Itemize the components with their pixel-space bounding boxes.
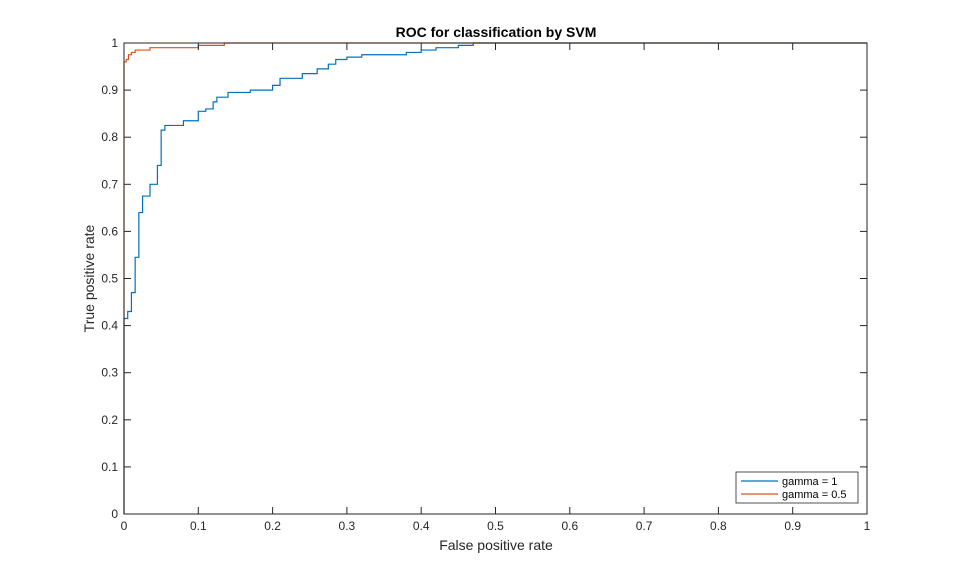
x-tick-label-0-7: 0.7 (636, 519, 653, 533)
series-line-gamma-1 (123, 42, 867, 514)
y-tick-label-1: 1 (111, 36, 118, 50)
x-ticks: 0 0.1 0.2 0.3 0.4 0.5 0.6 0.7 0.8 0.9 1 (121, 43, 871, 533)
y-ticks: 0 0.1 0.2 0.3 0.4 0.5 0.6 0.7 0.8 0.9 1 (101, 36, 867, 521)
x-tick-label-0-3: 0.3 (339, 519, 356, 533)
y-tick-label-0-4: 0.4 (101, 319, 118, 333)
x-tick-label-1: 1 (864, 519, 871, 533)
y-tick-label-0-1: 0.1 (101, 460, 118, 474)
x-tick-label-0-5: 0.5 (487, 519, 504, 533)
y-tick-label-0-8: 0.8 (101, 130, 118, 144)
x-axis-label: False positive rate (439, 537, 553, 553)
y-tick-label-0-9: 0.9 (101, 83, 118, 97)
legend: gamma = 1 gamma = 0.5 (735, 471, 859, 504)
y-tick-label-0-2: 0.2 (101, 413, 118, 427)
x-tick-label-0-1: 0.1 (190, 519, 207, 533)
legend-label-gamma-1: gamma = 1 (782, 476, 837, 488)
x-tick-label-0-8: 0.8 (710, 519, 727, 533)
x-tick-label-0-4: 0.4 (413, 519, 430, 533)
x-tick-label-0-2: 0.2 (264, 519, 281, 533)
y-tick-label-0-3: 0.3 (101, 366, 118, 380)
x-tick-label-0-6: 0.6 (561, 519, 578, 533)
plot-area (124, 43, 867, 514)
legend-label-gamma-0-5: gamma = 0.5 (782, 489, 847, 501)
legend-box (735, 471, 859, 504)
series-layer (123, 42, 867, 514)
series-line-gamma-0-5 (123, 42, 867, 514)
x-tick-label-0-9: 0.9 (784, 519, 801, 533)
y-tick-label-0-6: 0.6 (101, 224, 118, 238)
chart-title: ROC for classification by SVM (396, 24, 597, 40)
y-tick-label-0: 0 (111, 507, 118, 521)
y-tick-label-0-7: 0.7 (101, 177, 118, 191)
y-axis-label: True positive rate (81, 224, 97, 332)
y-tick-label-0-5: 0.5 (101, 272, 118, 286)
x-tick-label-0: 0 (121, 519, 128, 533)
